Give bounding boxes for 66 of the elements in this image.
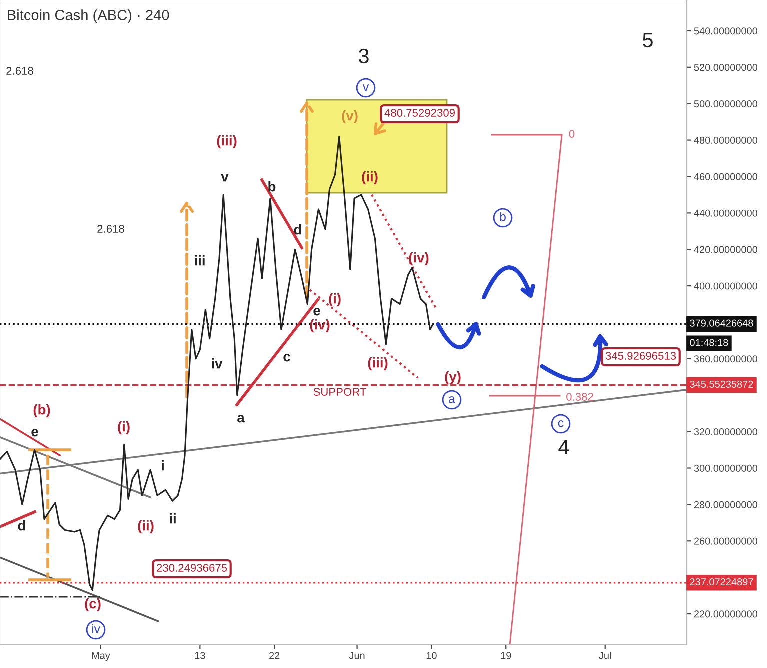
annotation: 0 xyxy=(569,130,575,138)
annotation: a xyxy=(449,396,456,404)
annotation: 4 xyxy=(558,440,570,454)
annotation: c xyxy=(284,354,290,362)
annotation: a xyxy=(238,415,245,423)
annotation: iv xyxy=(212,358,223,369)
annotation: v xyxy=(362,84,370,92)
y-tick-label: 400.00000000 xyxy=(694,282,758,290)
annotation: 5 xyxy=(643,33,653,48)
y-tick-label: 220.00000000 xyxy=(694,610,758,618)
y-tick-label: 520.00000000 xyxy=(694,64,758,72)
annotation: (b) xyxy=(34,404,50,418)
annotation: (y) xyxy=(445,372,461,384)
annotation: (i) xyxy=(118,422,130,434)
text: 01:48:18 xyxy=(690,339,728,346)
x-tick-label: 22 xyxy=(270,652,280,660)
y-tick-label: 500.00000000 xyxy=(694,100,758,108)
annotation: 230.24936675 xyxy=(157,564,228,572)
annotation: c xyxy=(558,420,564,428)
x-tick-label: 19 xyxy=(501,652,512,660)
annotation: (c) xyxy=(85,598,101,612)
x-tick-label: Jul xyxy=(599,652,612,660)
annotation: (iii) xyxy=(217,136,237,148)
x-tick-label: 10 xyxy=(426,652,437,660)
annotation: (ii) xyxy=(138,520,154,534)
annotation: ii xyxy=(170,514,176,524)
annotation: (iv) xyxy=(409,252,429,266)
annotation: iii xyxy=(195,256,205,266)
x-tick-label: Jun xyxy=(349,652,365,660)
y-tick-label: 540.00000000 xyxy=(694,28,758,35)
y-tick-label: 440.00000000 xyxy=(694,210,758,217)
annotation: e xyxy=(32,429,38,437)
y-tick-label: 300.00000000 xyxy=(694,464,758,472)
y-tick-label: 420.00000000 xyxy=(694,246,758,254)
y-tick-label: 280.00000000 xyxy=(694,501,758,508)
x-tick-label: May xyxy=(92,652,110,662)
annotation: SUPPORT xyxy=(314,388,367,396)
y-tick-label: 260.00000000 xyxy=(694,538,758,545)
annotation: 345.92696513 xyxy=(606,352,676,360)
annotation: 2.618 xyxy=(98,225,124,233)
y-tick-label: 360.00000000 xyxy=(694,356,758,363)
ref-line-label: 237.07224897 xyxy=(690,578,754,586)
annotation: v xyxy=(221,174,229,182)
annotation: iv xyxy=(92,624,100,634)
ref-line-label: 345.55235872 xyxy=(690,380,754,388)
annotation: b xyxy=(500,212,506,222)
x-tick-label: 13 xyxy=(195,652,206,660)
annotation: d xyxy=(18,520,26,531)
annotation: i xyxy=(162,460,164,471)
y-tick-label: 480.00000000 xyxy=(694,136,758,144)
annotation: b xyxy=(268,182,276,192)
annotation: d xyxy=(294,224,302,235)
annotation: (iii) xyxy=(368,358,388,370)
annotation: (ii) xyxy=(362,172,378,184)
y-tick-label: 320.00000000 xyxy=(694,428,758,436)
annotation: (iv) xyxy=(310,320,330,332)
annotation: (v) xyxy=(342,110,358,124)
y-tick-label: 460.00000000 xyxy=(694,173,758,180)
text: Bitcoin Cash (ABC) · 240 xyxy=(8,10,170,24)
annotation: 480.75292309 xyxy=(384,109,456,117)
ref-line-label: 379.06426648 xyxy=(690,320,754,327)
annotation: 3 xyxy=(359,48,369,64)
annotation: e xyxy=(314,308,320,316)
annotation: 2.618 xyxy=(6,67,34,75)
annotation: (i) xyxy=(329,294,341,306)
annotation: 0.382 xyxy=(566,393,594,401)
